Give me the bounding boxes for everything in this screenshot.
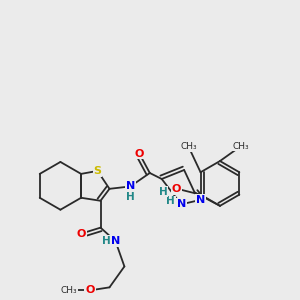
- Text: O: O: [172, 184, 182, 194]
- Text: N: N: [196, 195, 205, 205]
- Text: O: O: [85, 285, 95, 295]
- Text: N: N: [176, 199, 186, 209]
- Text: H: H: [166, 196, 175, 206]
- Text: CH₃: CH₃: [61, 286, 77, 295]
- Text: H: H: [159, 187, 168, 197]
- Text: N: N: [111, 236, 120, 246]
- Text: CH₃: CH₃: [232, 142, 249, 151]
- Text: O: O: [76, 229, 86, 238]
- Text: CH₃: CH₃: [180, 142, 197, 152]
- Text: N: N: [126, 182, 135, 191]
- Text: H: H: [126, 192, 135, 202]
- Text: O: O: [135, 148, 144, 159]
- Text: S: S: [94, 166, 101, 176]
- Text: H: H: [101, 236, 110, 246]
